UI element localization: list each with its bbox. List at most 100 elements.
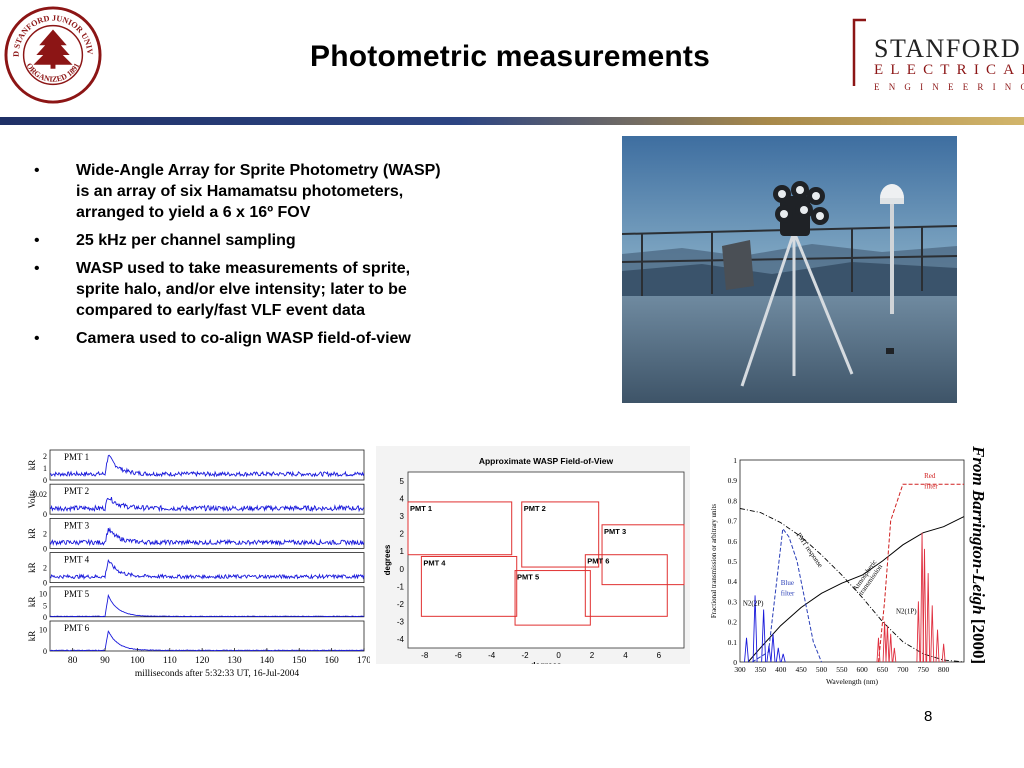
panel-ylabel: kR bbox=[27, 597, 37, 608]
x-tick-label: 6 bbox=[657, 651, 662, 660]
logo-line-electrical: ELECTRICAL bbox=[874, 62, 1024, 78]
x-tick-label: 750 bbox=[918, 665, 930, 674]
x-axis-label: degrees bbox=[531, 661, 562, 664]
y-tick-label: 0.7 bbox=[728, 517, 738, 526]
bullet-line: Camera used to co-align WASP field-of-vi… bbox=[76, 330, 411, 347]
bullet-item: Camera used to co-align WASP field-of-vi… bbox=[34, 328, 554, 349]
panel-ylabel: Volts bbox=[27, 490, 37, 509]
y-tick-label: 0.1 bbox=[728, 638, 738, 647]
x-axis-label: milliseconds after 5:32:33 UT, 16-Jul-20… bbox=[135, 668, 299, 679]
panel-label: PMT 4 bbox=[64, 555, 90, 565]
n2-2p-line bbox=[766, 645, 772, 663]
panel-ytick: 10 bbox=[39, 626, 47, 635]
n2-1p-line bbox=[876, 637, 881, 663]
trace-line bbox=[49, 454, 365, 478]
x-tick-label: 4 bbox=[623, 651, 628, 660]
n2-1p-line bbox=[885, 625, 890, 663]
panel-ytick: 0 bbox=[43, 544, 47, 553]
panel-ytick: 0 bbox=[43, 613, 47, 622]
header-rule bbox=[0, 117, 1024, 125]
atmospheric-line bbox=[747, 516, 965, 663]
y-tick-label: 1 bbox=[400, 547, 405, 556]
n2-1p-line bbox=[926, 573, 931, 663]
fov-rect bbox=[584, 554, 668, 617]
y-tick-label: 4 bbox=[400, 494, 405, 503]
x-tick-label: 450 bbox=[795, 665, 807, 674]
y-tick-label: 0 bbox=[733, 658, 737, 667]
y-tick-label: 0 bbox=[400, 565, 405, 574]
trace-line bbox=[49, 593, 364, 618]
bullet-item: WASP used to take measurements of sprite… bbox=[34, 258, 554, 321]
x-tick-label: 100 bbox=[130, 656, 145, 666]
x-tick-label: 800 bbox=[938, 665, 950, 674]
y-tick-label: 0.5 bbox=[728, 557, 738, 566]
fov-rect bbox=[407, 501, 513, 556]
y-tick-label: 5 bbox=[400, 477, 405, 486]
x-tick-label: -6 bbox=[455, 651, 463, 660]
slide-title: Photometric measurements bbox=[310, 40, 710, 73]
fov-label: PMT 4 bbox=[423, 558, 446, 567]
y-tick-label: 0.6 bbox=[728, 537, 738, 546]
x-tick-label: 120 bbox=[195, 656, 210, 666]
x-tick-label: 550 bbox=[836, 665, 848, 674]
x-tick-label: 500 bbox=[816, 665, 828, 674]
panel-label: PMT 1 bbox=[64, 452, 89, 462]
panel-label: PMT 3 bbox=[64, 520, 90, 530]
credit-text: From Barrington-Leigh [2000] bbox=[968, 446, 988, 664]
fov-label: PMT 3 bbox=[604, 527, 626, 536]
blue-filter-line bbox=[751, 527, 822, 663]
n2-2p-line bbox=[775, 647, 781, 663]
n2-1p-line bbox=[888, 633, 893, 663]
n2-1p-line bbox=[882, 621, 887, 663]
bullet-line: Wide-Angle Array for Sprite Photometry (… bbox=[76, 162, 441, 179]
bullet-item: Wide-Angle Array for Sprite Photometry (… bbox=[34, 160, 554, 223]
y-tick-label: -1 bbox=[397, 582, 405, 591]
tree-icon bbox=[33, 29, 73, 69]
y-tick-label: 1 bbox=[733, 456, 737, 465]
x-tick-label: -4 bbox=[488, 651, 496, 660]
blue-filter-label: Blue bbox=[781, 579, 794, 587]
n2-2p-line bbox=[752, 595, 758, 663]
panel-ytick: 0 bbox=[43, 476, 47, 485]
panel-ytick: 0 bbox=[43, 647, 47, 656]
x-tick-label: 0 bbox=[556, 651, 561, 660]
logo-line-stanford: STANFORD bbox=[874, 34, 1022, 63]
bullet-line: sprite halo, and/or elve intensity; late… bbox=[76, 281, 407, 298]
panel-ytick: 5 bbox=[43, 601, 47, 610]
n2-1p-line bbox=[941, 643, 946, 663]
panel-frame bbox=[49, 620, 365, 652]
logo-line-engineering: ENGINEERING bbox=[874, 82, 1024, 92]
y-tick-label: 0.2 bbox=[728, 618, 738, 627]
x-tick-label: 110 bbox=[163, 656, 177, 666]
wasp-fov-chart: Approximate WASP Field-of-View -8 -6 -4 -2 0 2… bbox=[376, 446, 690, 664]
plot-frame bbox=[407, 471, 685, 649]
stanford-ee-logo: STANFORD ELECTRICAL ENGINEERING bbox=[852, 16, 1024, 94]
x-tick-label: 90 bbox=[100, 656, 110, 666]
n2-1p-line bbox=[922, 548, 927, 663]
x-tick-label: 350 bbox=[755, 665, 767, 674]
n2-1p-line bbox=[920, 532, 925, 663]
x-tick-label: 170 bbox=[357, 656, 370, 666]
blue-filter-label: filter bbox=[781, 589, 795, 597]
x-tick-label: 600 bbox=[857, 665, 869, 674]
panel-ytick: 1 bbox=[43, 464, 47, 473]
bullet-line: compared to early/fast VLF event data bbox=[76, 302, 365, 319]
x-tick-label: 700 bbox=[897, 665, 909, 674]
n2-1p-line bbox=[892, 647, 897, 663]
panel-frame bbox=[49, 586, 365, 618]
bullet-line: is an array of six Hamamatsu photometers… bbox=[76, 183, 404, 200]
n2-2p-label: N2(2P) bbox=[743, 599, 764, 607]
trace-line bbox=[49, 527, 365, 547]
spectral-response-chart: 300 350 400 450 500 550 600 650 700 750 800 0 0.1 0.2… bbox=[710, 456, 965, 686]
x-tick-label: 130 bbox=[227, 656, 242, 666]
y-tick-label: 0.3 bbox=[728, 597, 738, 606]
y-axis-label: degrees bbox=[383, 544, 392, 575]
credit-year: [2000] bbox=[969, 618, 988, 665]
wasp-instrument-photo bbox=[622, 136, 957, 403]
bullet-list: Wide-Angle Array for Sprite Photometry (… bbox=[34, 160, 554, 356]
bullet-item: 25 kHz per channel sampling bbox=[34, 230, 554, 251]
x-tick-label: -8 bbox=[421, 651, 429, 660]
fov-label: PMT 1 bbox=[410, 504, 432, 513]
bullet-line: arranged to yield a 6 x 16º FOV bbox=[76, 204, 311, 221]
